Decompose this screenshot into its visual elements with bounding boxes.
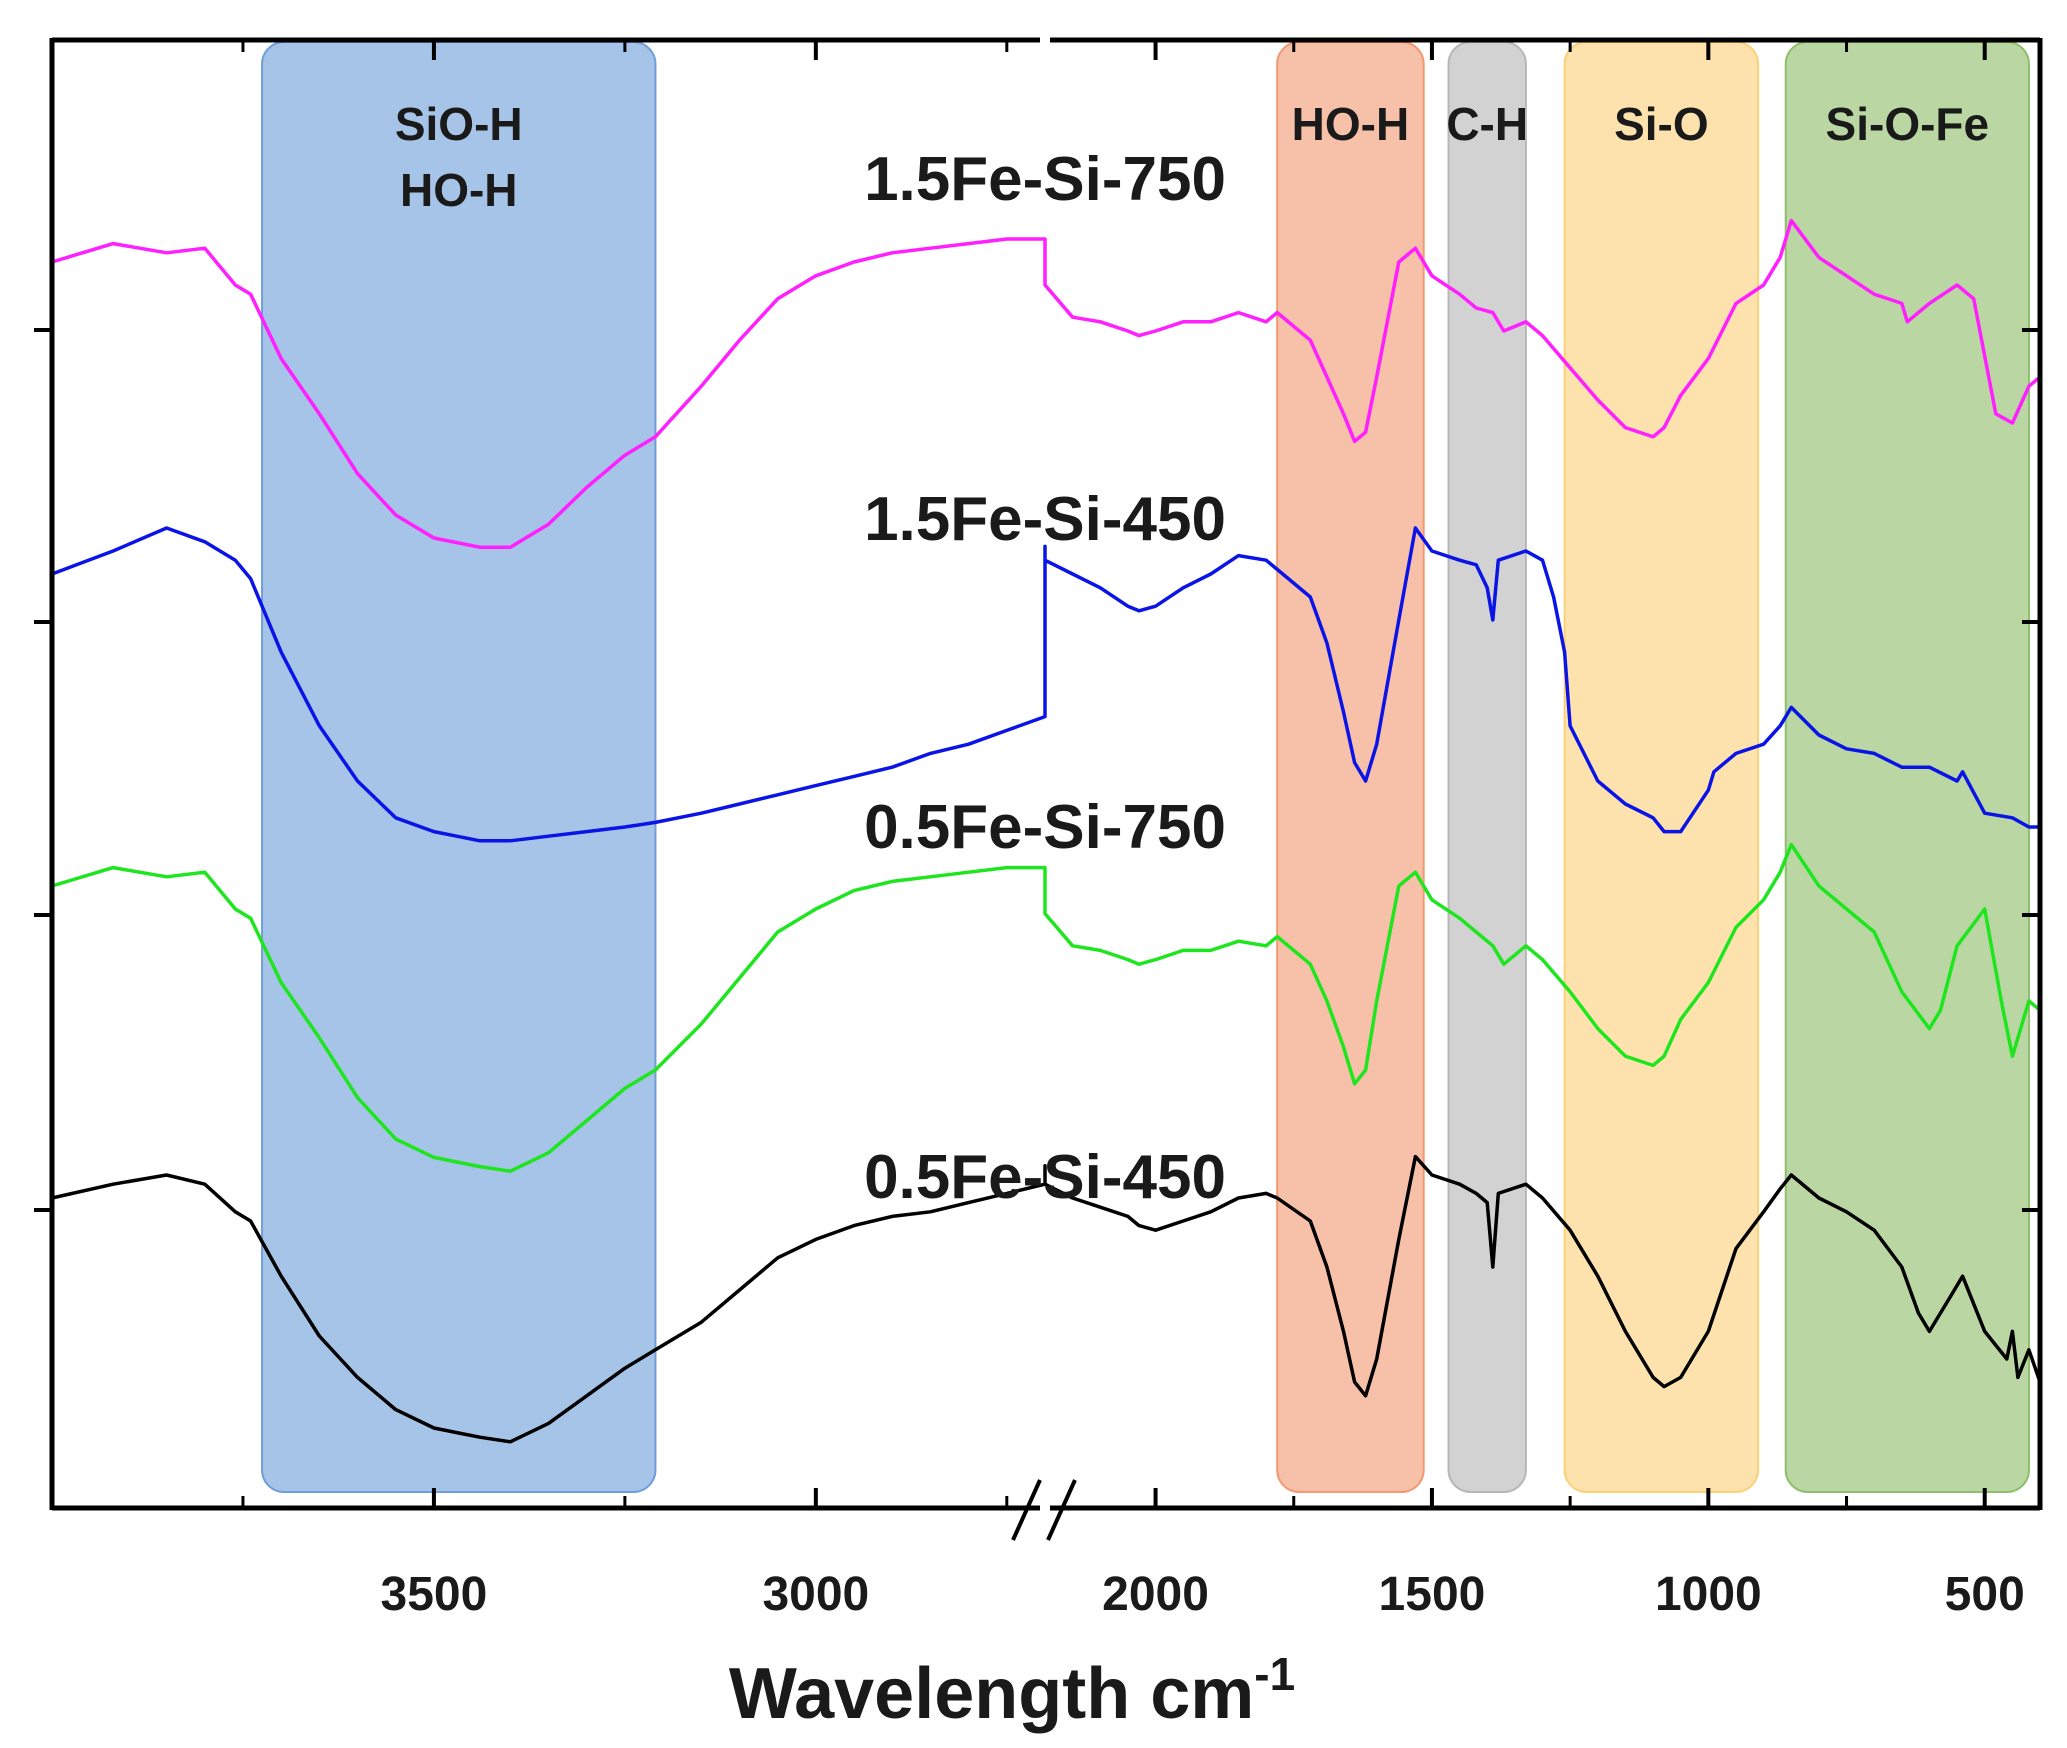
series-label: 1.5Fe-Si-450 xyxy=(864,485,1226,554)
x-tick-label: 3000 xyxy=(762,1568,869,1621)
x-axis-title-superscript: -1 xyxy=(1254,1648,1295,1700)
band-label: HO-H xyxy=(400,164,518,216)
band-label: Si-O-Fe xyxy=(1826,98,1990,150)
band-label: HO-H xyxy=(1292,98,1410,150)
x-tick-label: 500 xyxy=(1945,1568,2025,1621)
series-label: 0.5Fe-Si-750 xyxy=(864,793,1226,862)
x-tick-label: 1000 xyxy=(1655,1568,1762,1621)
band-2 xyxy=(1447,41,1527,1493)
x-tick-label: 1500 xyxy=(1379,1568,1486,1621)
band-label: SiO-H xyxy=(395,98,523,150)
x-tick-label: 2000 xyxy=(1102,1568,1209,1621)
axes xyxy=(34,37,2043,1541)
band-label: C-H xyxy=(1446,98,1528,150)
absorption-bands: SiO-H HO-H HO-H C-H Si-O Si-O-Fe xyxy=(261,41,2030,1493)
series-line xyxy=(51,218,2042,549)
series-label: 0.5Fe-Si-450 xyxy=(864,1143,1226,1212)
series-line xyxy=(51,526,2040,843)
series-label: 1.5Fe-Si-750 xyxy=(864,145,1226,214)
x-ticks: 3500 3000 2000 1500 1000 500 xyxy=(241,40,2025,1621)
band-label: Si-O xyxy=(1614,98,1709,150)
series-labels: 1.5Fe-Si-750 1.5Fe-Si-450 0.5Fe-Si-750 0.5F… xyxy=(864,145,1226,1212)
x-axis-title: Wavelength cm-1 xyxy=(729,1648,1295,1734)
x-tick-label: 3500 xyxy=(381,1568,488,1621)
axis-break-mark-2 xyxy=(1046,1479,1077,1541)
y-ticks-right xyxy=(2022,328,2040,1212)
band-0 xyxy=(261,41,657,1493)
spectra xyxy=(51,218,2042,1444)
y-ticks-left xyxy=(34,328,52,1212)
series-line xyxy=(51,842,2042,1173)
series-line xyxy=(51,1154,2042,1444)
axis-break-mark-1 xyxy=(1011,1479,1042,1541)
